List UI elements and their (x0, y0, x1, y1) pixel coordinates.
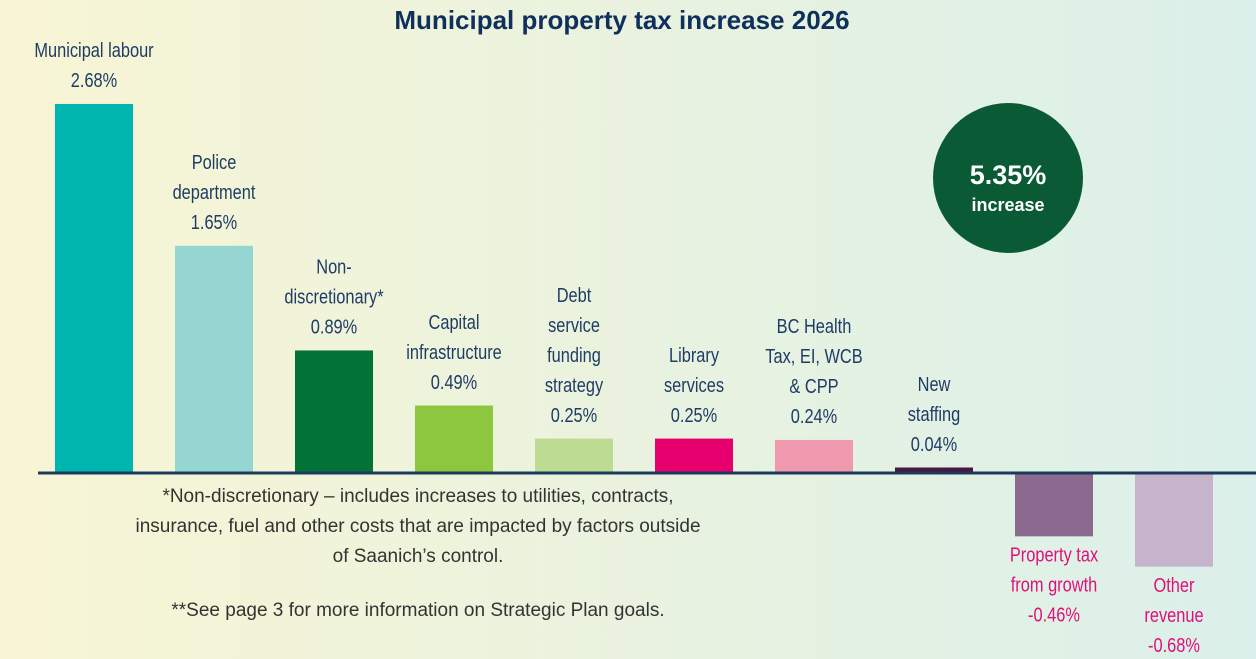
value-label: 2.68% (71, 69, 117, 92)
total-badge (933, 103, 1083, 253)
category-label: service (548, 313, 600, 336)
value-label: 0.89% (311, 315, 357, 338)
value-label: 0.24% (791, 405, 837, 428)
value-label: 0.25% (671, 403, 717, 426)
chart-title: Municipal property tax increase 2026 (394, 5, 849, 35)
category-label: Non- (316, 255, 352, 278)
category-label: Municipal labour (34, 39, 153, 62)
category-label: revenue (1144, 603, 1203, 626)
category-label: department (173, 180, 256, 203)
footnote: **See page 3 for more information on Str… (171, 600, 664, 621)
bar (535, 438, 613, 473)
value-label: -0.68% (1148, 633, 1200, 656)
value-label: 1.65% (191, 210, 237, 233)
value-label: 0.25% (551, 403, 597, 426)
category-label: BC Health (777, 315, 852, 338)
bar (1135, 473, 1213, 567)
bar (295, 350, 373, 473)
bar (1015, 473, 1093, 537)
category-label: infrastructure (406, 340, 502, 363)
category-label: from growth (1011, 573, 1097, 596)
total-label: 5.35% (970, 160, 1047, 190)
bar (895, 467, 973, 473)
bar (175, 245, 253, 473)
category-label: funding (547, 343, 601, 366)
value-label: 0.49% (431, 370, 477, 393)
category-label: services (664, 373, 724, 396)
category-label: Capital (429, 310, 480, 333)
category-label: discretionary* (284, 285, 383, 308)
category-label: strategy (545, 373, 604, 396)
total-text: increase (971, 195, 1044, 215)
category-label: Police (192, 150, 237, 173)
category-label: Debt (557, 283, 592, 306)
bar (415, 405, 493, 473)
footnote: of Saanich’s control. (333, 546, 504, 567)
bar (655, 438, 733, 473)
bar (55, 103, 133, 474)
category-label: staffing (908, 402, 961, 425)
category-label: Library (669, 343, 720, 366)
footnote: insurance, fuel and other costs that are… (135, 516, 700, 537)
category-label: Property tax (1010, 543, 1098, 566)
category-label: Other (1154, 573, 1195, 596)
category-label: New (918, 372, 951, 395)
bar (775, 439, 853, 473)
category-label: & CPP (789, 375, 838, 398)
value-label: -0.46% (1028, 603, 1080, 626)
value-label: 0.04% (911, 432, 957, 455)
footnote: *Non-discretionary – includes increases … (162, 486, 673, 507)
category-label: Tax, EI, WCB (765, 345, 862, 368)
